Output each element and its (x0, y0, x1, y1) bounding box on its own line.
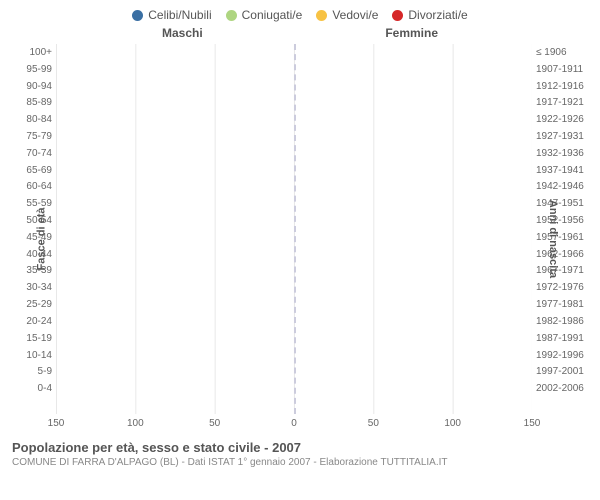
birth-label: 1947-1951 (536, 198, 586, 209)
age-label: 85-89 (18, 97, 52, 108)
age-label: 70-74 (18, 148, 52, 159)
age-label: 55-59 (18, 198, 52, 209)
age-row: 70-741932-1936 (56, 145, 532, 162)
age-label: 0-4 (18, 383, 52, 394)
age-row: 65-691937-1941 (56, 162, 532, 179)
age-label: 15-19 (18, 333, 52, 344)
chart-subtitle: COMUNE DI FARRA D'ALPAGO (BL) - Dati IST… (12, 457, 588, 468)
birth-label: 1912-1916 (536, 81, 586, 92)
birth-label: ≤ 1906 (536, 47, 586, 58)
age-row: 10-141992-1996 (56, 347, 532, 364)
birth-label: 1952-1956 (536, 215, 586, 226)
x-axis: 15010050050100150 (56, 416, 532, 434)
birth-label: 1977-1981 (536, 299, 586, 310)
age-row: 30-341972-1976 (56, 279, 532, 296)
legend-label: Celibi/Nubili (148, 8, 211, 22)
age-label: 60-64 (18, 181, 52, 192)
legend-item: Coniugati/e (226, 8, 303, 22)
female-label: Femmine (385, 26, 438, 40)
x-tick: 150 (48, 418, 65, 429)
age-row: 80-841922-1926 (56, 111, 532, 128)
legend-label: Coniugati/e (242, 8, 303, 22)
legend-item: Celibi/Nubili (132, 8, 211, 22)
legend-item: Divorziati/e (392, 8, 467, 22)
birth-label: 1932-1936 (536, 148, 586, 159)
birth-label: 1997-2001 (536, 366, 586, 377)
chart-title: Popolazione per età, sesso e stato civil… (12, 440, 588, 455)
legend: Celibi/Nubili Coniugati/e Vedovi/e Divorzia… (12, 8, 588, 22)
birth-label: 1937-1941 (536, 165, 586, 176)
x-tick: 50 (368, 418, 379, 429)
age-label: 45-49 (18, 232, 52, 243)
birth-label: 1982-1986 (536, 316, 586, 327)
age-label: 95-99 (18, 64, 52, 75)
age-row: 15-191987-1991 (56, 330, 532, 347)
plot-area: Fasce di età Anni di nascita 100+≤ 19069… (12, 44, 588, 434)
age-label: 10-14 (18, 350, 52, 361)
age-row: 0-42002-2006 (56, 380, 532, 397)
birth-label: 1922-1926 (536, 114, 586, 125)
legend-swatch (132, 10, 143, 21)
birth-label: 1992-1996 (536, 350, 586, 361)
age-row: 25-291977-1981 (56, 296, 532, 313)
legend-label: Vedovi/e (332, 8, 378, 22)
birth-label: 1917-1921 (536, 97, 586, 108)
age-label: 20-24 (18, 316, 52, 327)
age-label: 80-84 (18, 114, 52, 125)
age-row: 50-541952-1956 (56, 212, 532, 229)
age-label: 40-44 (18, 249, 52, 260)
age-label: 5-9 (18, 366, 52, 377)
age-row: 85-891917-1921 (56, 94, 532, 111)
age-row: 5-91997-2001 (56, 363, 532, 380)
age-label: 75-79 (18, 131, 52, 142)
pyramid-chart: Celibi/Nubili Coniugati/e Vedovi/e Divorzia… (0, 0, 600, 500)
legend-swatch (392, 10, 403, 21)
age-label: 65-69 (18, 165, 52, 176)
age-label: 30-34 (18, 282, 52, 293)
birth-label: 1967-1971 (536, 265, 586, 276)
age-row: 20-241982-1986 (56, 313, 532, 330)
chart-grid: 100+≤ 190695-991907-191190-941912-191685… (56, 44, 532, 414)
birth-label: 1962-1966 (536, 249, 586, 260)
age-row: 100+≤ 1906 (56, 44, 532, 61)
birth-label: 1957-1961 (536, 232, 586, 243)
birth-label: 1972-1976 (536, 282, 586, 293)
age-label: 50-54 (18, 215, 52, 226)
age-label: 35-39 (18, 265, 52, 276)
birth-label: 2002-2006 (536, 383, 586, 394)
male-label: Maschi (162, 26, 203, 40)
legend-item: Vedovi/e (316, 8, 378, 22)
age-row: 75-791927-1931 (56, 128, 532, 145)
age-label: 100+ (18, 47, 52, 58)
x-tick: 100 (127, 418, 144, 429)
age-row: 40-441962-1966 (56, 246, 532, 263)
age-row: 60-641942-1946 (56, 179, 532, 196)
birth-label: 1987-1991 (536, 333, 586, 344)
age-row: 90-941912-1916 (56, 78, 532, 95)
legend-swatch (226, 10, 237, 21)
gender-labels: Maschi Femmine (12, 26, 588, 42)
footer: Popolazione per età, sesso e stato civil… (12, 440, 588, 468)
age-row: 35-391967-1971 (56, 263, 532, 280)
x-tick: 0 (291, 418, 297, 429)
age-row: 45-491957-1961 (56, 229, 532, 246)
age-row: 55-591947-1951 (56, 195, 532, 212)
legend-label: Divorziati/e (408, 8, 467, 22)
x-tick: 50 (209, 418, 220, 429)
x-tick: 150 (524, 418, 541, 429)
x-tick: 100 (444, 418, 461, 429)
birth-label: 1907-1911 (536, 64, 586, 75)
age-row: 95-991907-1911 (56, 61, 532, 78)
age-label: 25-29 (18, 299, 52, 310)
birth-label: 1942-1946 (536, 181, 586, 192)
legend-swatch (316, 10, 327, 21)
age-label: 90-94 (18, 81, 52, 92)
birth-label: 1927-1931 (536, 131, 586, 142)
